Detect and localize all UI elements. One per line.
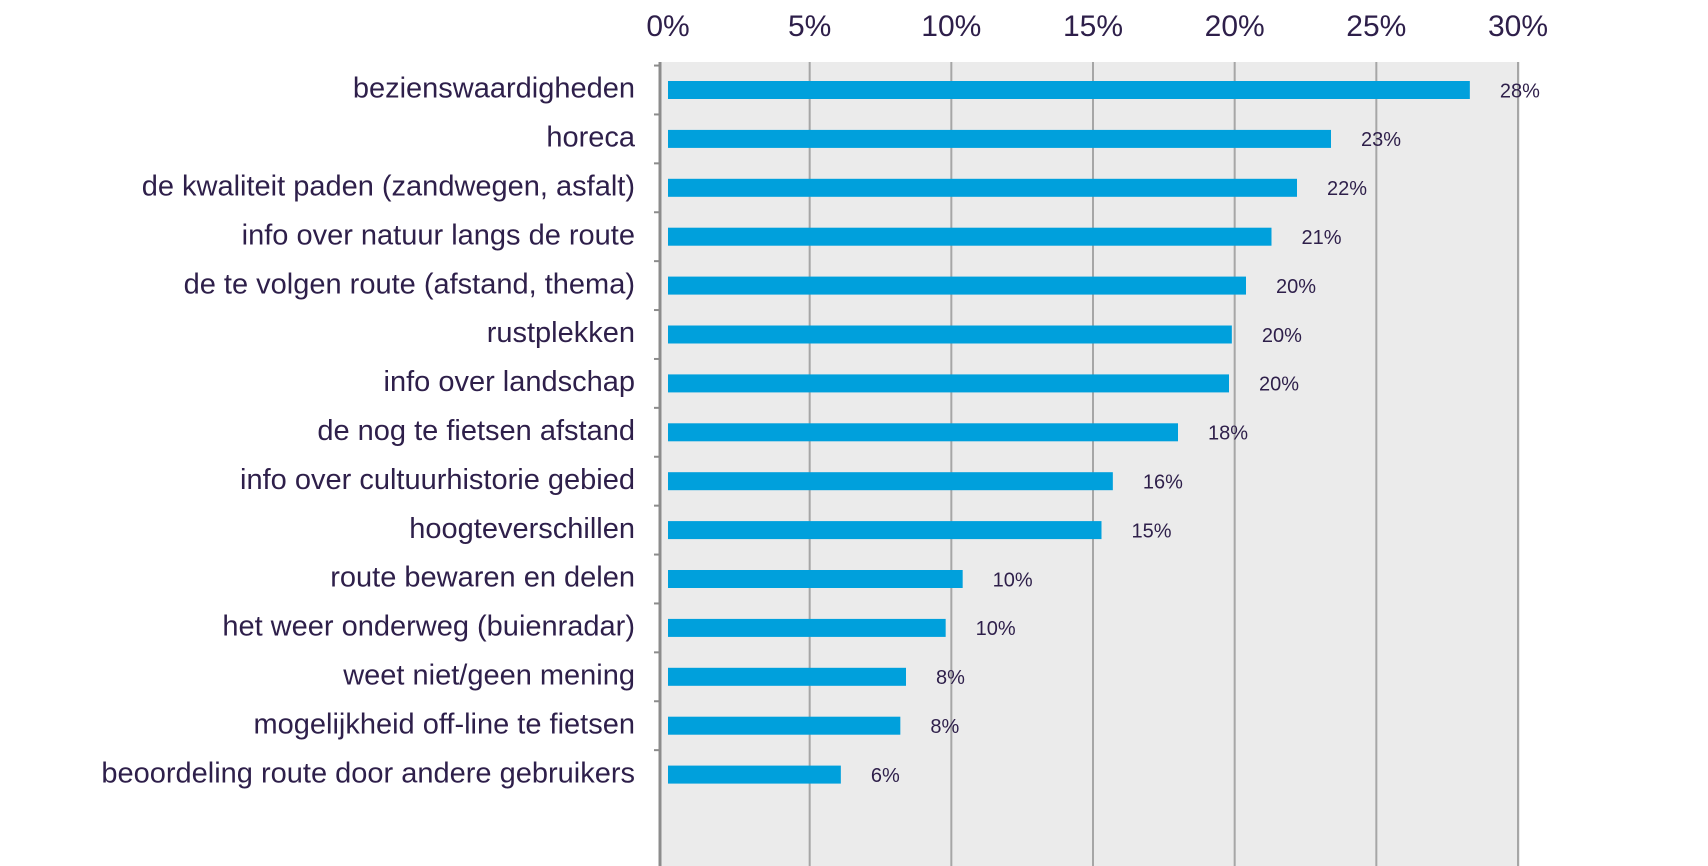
value-label: 8% (930, 716, 959, 738)
value-label: 10% (993, 569, 1033, 591)
value-label: 6% (871, 765, 900, 787)
bar (668, 325, 1232, 344)
category-label: bezienswaardigheden (353, 73, 635, 105)
value-label: 8% (936, 667, 965, 689)
value-label: 20% (1276, 276, 1316, 298)
bar (668, 276, 1246, 295)
category-label: horeca (546, 122, 636, 154)
category-label: weet niet/geen mening (342, 659, 635, 691)
bar (668, 227, 1272, 246)
bar (668, 667, 906, 686)
category-label: het weer onderweg (buienradar) (222, 611, 635, 643)
category-label: de nog te fietsen afstand (317, 415, 635, 447)
bar (668, 618, 946, 637)
x-tick-label: 5% (788, 10, 831, 43)
bar (668, 472, 1113, 491)
x-tick-label: 20% (1205, 10, 1265, 43)
bar (668, 129, 1331, 148)
category-label: de te volgen route (afstand, thema) (184, 268, 635, 300)
bar (668, 765, 841, 784)
value-label: 22% (1327, 178, 1367, 200)
category-label: info over cultuurhistorie gebied (240, 464, 635, 496)
bar (668, 178, 1297, 197)
value-label: 28% (1500, 80, 1540, 102)
bar (668, 521, 1102, 540)
category-label: info over natuur langs de route (242, 219, 635, 251)
category-label: de kwaliteit paden (zandwegen, asfalt) (142, 170, 635, 202)
category-label: route bewaren en delen (330, 562, 635, 594)
bar (668, 81, 1470, 99)
x-tick-label: 25% (1346, 10, 1406, 43)
value-label: 20% (1259, 374, 1299, 396)
value-label: 10% (976, 618, 1016, 640)
category-label: mogelijkheid off-line te fietsen (253, 708, 635, 740)
x-tick-label: 10% (921, 10, 981, 43)
x-tick-label: 0% (646, 10, 689, 43)
value-label: 21% (1302, 227, 1342, 249)
value-label: 18% (1208, 423, 1248, 445)
bar (668, 374, 1229, 393)
bar (668, 570, 963, 588)
value-label: 23% (1361, 129, 1401, 151)
value-label: 15% (1132, 520, 1172, 542)
value-label: 20% (1262, 325, 1302, 347)
x-tick-label: 30% (1488, 10, 1548, 43)
value-label: 16% (1143, 471, 1183, 493)
bar (668, 716, 901, 735)
category-label: rustplekken (487, 317, 635, 349)
x-tick-label: 15% (1063, 10, 1123, 43)
bar (668, 423, 1178, 442)
category-label: hoogteverschillen (409, 513, 635, 545)
category-label: beoordeling route door andere gebruikers (101, 757, 635, 789)
category-label: info over landschap (384, 366, 636, 398)
